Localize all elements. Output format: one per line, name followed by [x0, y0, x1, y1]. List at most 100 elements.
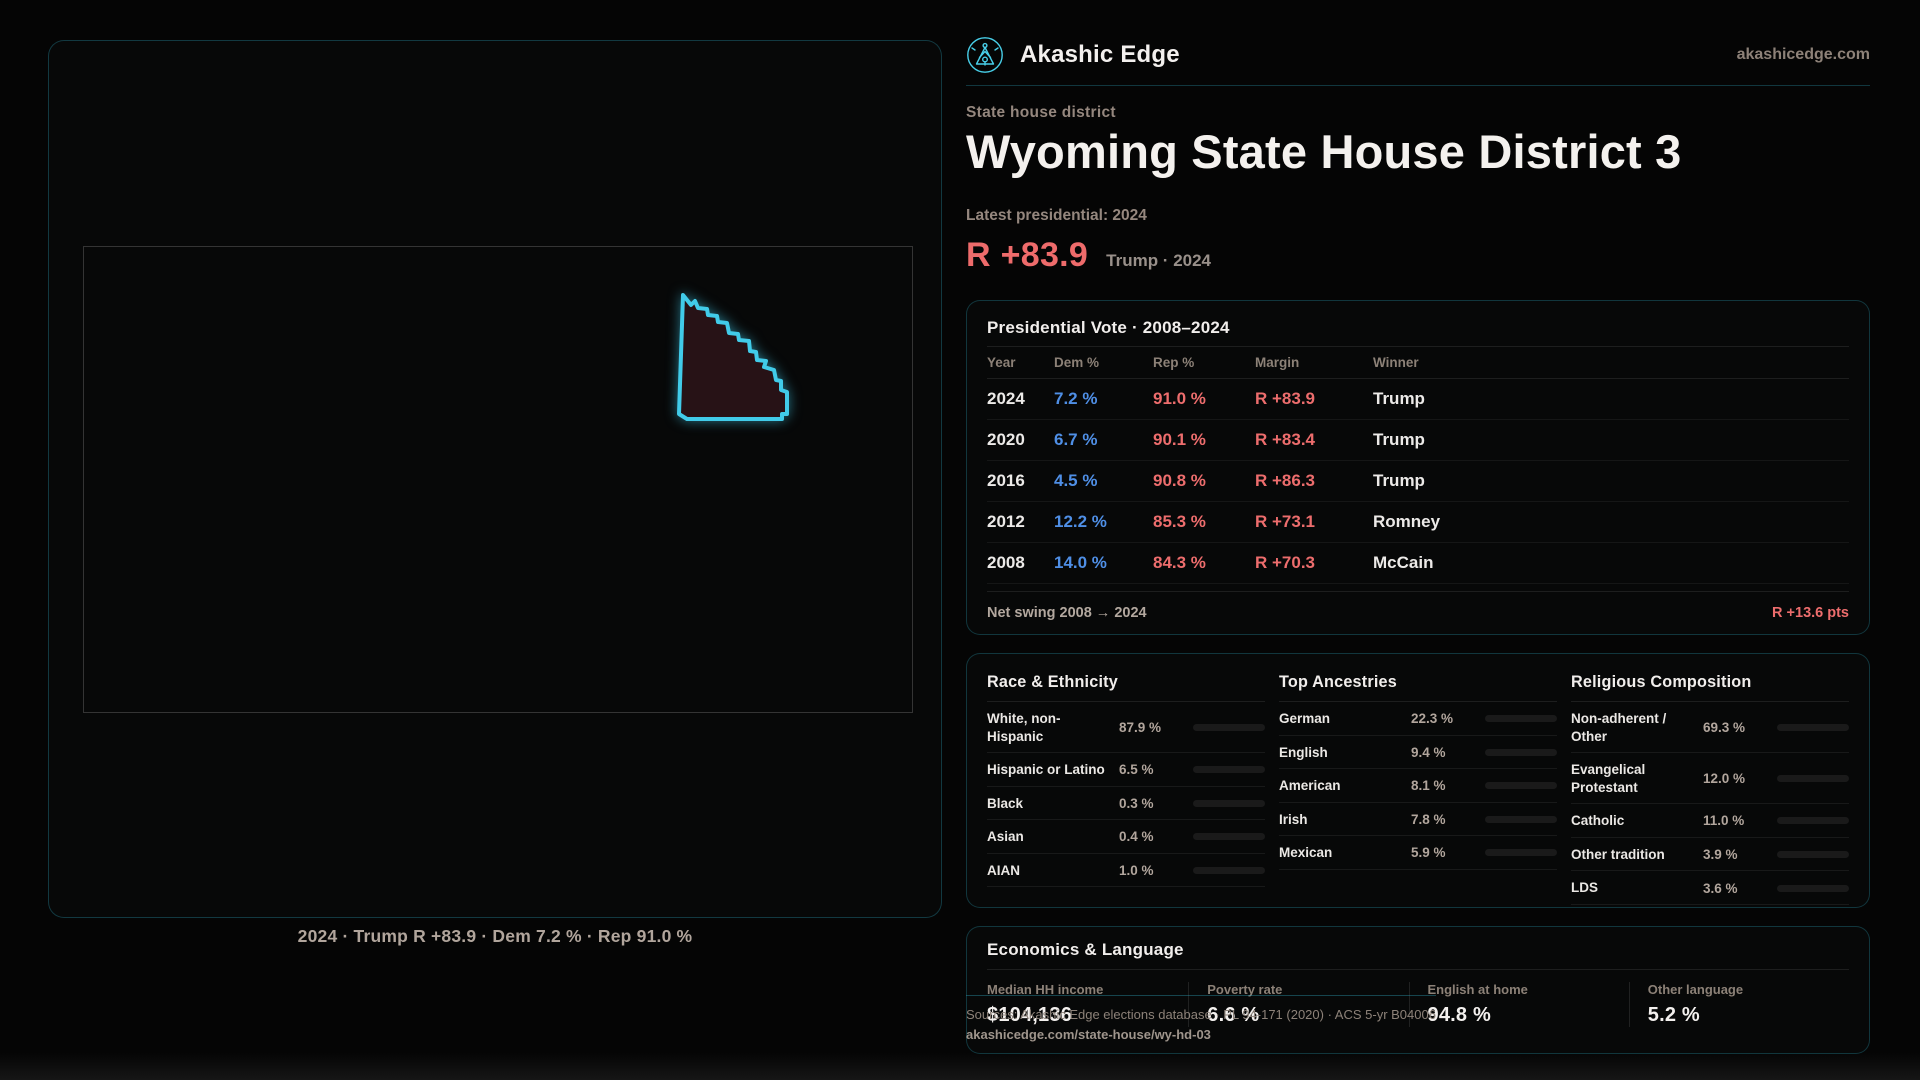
- demo-label: Non-adherent / Other: [1571, 711, 1667, 744]
- race-ethnicity-rows: White, non-Hispanic 87.9 % Hispanic or Lat…: [987, 702, 1265, 888]
- district-shape-map: [677, 293, 789, 421]
- column-header: Margin: [1255, 355, 1300, 370]
- demo-bar: [1777, 884, 1849, 892]
- demographics-panel: Race & Ethnicity White, non-Hispanic 87.9…: [966, 653, 1870, 908]
- econ-stat-cell: Other language 5.2 %: [1628, 982, 1849, 1027]
- demo-bar: [1777, 817, 1849, 825]
- demo-value: 8.1 %: [1411, 778, 1446, 794]
- top-ancestries-title: Top Ancestries: [1279, 673, 1397, 691]
- column-header: Rep %: [1153, 355, 1195, 370]
- econ-stat-value: 6.6 %: [1207, 1004, 1260, 1026]
- demo-value: 5.9 %: [1411, 845, 1446, 861]
- demo-label: Other tradition: [1571, 846, 1665, 862]
- demo-bar: [1193, 799, 1265, 807]
- presidential-table-body: 2024 7.2 % 91.0 % R +83.9 Trump 2020 6.7 % 90.1…: [987, 379, 1849, 584]
- demo-row: White, non-Hispanic 87.9 %: [987, 702, 1265, 754]
- demo-row: AIAN 1.0 %: [987, 854, 1265, 888]
- demo-label: Catholic: [1571, 813, 1625, 829]
- race-ethnicity-title: Race & Ethnicity: [987, 673, 1118, 691]
- district-map-card: [48, 40, 942, 918]
- demo-row: Mexican 5.9 %: [1279, 836, 1557, 870]
- net-swing-value: R +13.6 pts: [1772, 605, 1849, 621]
- top-ancestries-column: Top Ancestries German 22.3 % English 9.4 % A…: [1279, 670, 1557, 905]
- race-ethnicity-column: Race & Ethnicity White, non-Hispanic 87.9…: [987, 670, 1265, 905]
- presidential-table-header: Year Dem % Rep % Margin Winner: [987, 347, 1849, 379]
- state-extent-outline: [83, 246, 913, 713]
- cell-rep-pct: 90.8 %: [1153, 471, 1206, 490]
- demo-row: Hispanic or Latino 6.5 %: [987, 753, 1265, 787]
- cell-winner: Trump: [1373, 430, 1425, 449]
- demo-label: Irish: [1279, 811, 1308, 827]
- presidential-row: 2008 14.0 % 84.3 % R +70.3 McCain: [987, 543, 1849, 584]
- cell-winner: Romney: [1373, 512, 1441, 531]
- religious-composition-title: Religious Composition: [1571, 673, 1752, 691]
- econ-stat-cell: Poverty rate 6.6 %: [1188, 982, 1408, 1027]
- cell-dem-pct: 12.2 %: [1054, 512, 1107, 531]
- cell-rep-pct: 90.1 %: [1153, 430, 1206, 449]
- map-caption: 2024 · Trump R +83.9 · Dem 7.2 % · Rep 9…: [297, 926, 693, 946]
- headline-margin-context: Trump · 2024: [1106, 251, 1212, 270]
- cell-year: 2012: [987, 512, 1025, 531]
- demo-label: Evangelical Protestant: [1571, 762, 1646, 795]
- demo-label: White, non-Hispanic: [987, 711, 1061, 744]
- cell-winner: Trump: [1373, 389, 1425, 408]
- demo-bar: [1193, 867, 1265, 874]
- bottom-gradient: [0, 1053, 1920, 1080]
- religious-composition-column: Religious Composition Non-adherent / Oth…: [1571, 670, 1849, 905]
- cell-margin: R +83.9: [1255, 389, 1316, 408]
- demo-value: 87.9 %: [1119, 720, 1162, 736]
- demo-value: 3.9 %: [1703, 847, 1738, 862]
- presidential-row: 2016 4.5 % 90.8 % R +86.3 Trump: [987, 461, 1849, 502]
- demo-row: Other tradition 3.9 %: [1571, 838, 1849, 872]
- presidential-row: 2012 12.2 % 85.3 % R +73.1 Romney: [987, 502, 1849, 543]
- demo-label: AIAN: [987, 862, 1020, 878]
- demo-row: Irish 7.8 %: [1279, 803, 1557, 837]
- econ-stat-label: Median HH income: [987, 982, 1104, 997]
- presidential-panel-title: Presidential Vote · 2008–2024: [987, 318, 1230, 337]
- column-header: Dem %: [1054, 355, 1100, 370]
- cell-margin: R +86.3: [1255, 471, 1316, 490]
- divider: [987, 969, 1849, 970]
- econ-stat-label: Other language: [1647, 982, 1744, 997]
- divider: [987, 701, 1265, 702]
- presidential-vote-panel: Presidential Vote · 2008–2024 Year Dem % R…: [966, 300, 1870, 635]
- page-footer: Sources: Akashic Edge elections database…: [966, 995, 1436, 1045]
- cell-dem-pct: 6.7 %: [1054, 430, 1098, 449]
- economics-panel-title: Economics & Language: [987, 940, 1184, 959]
- demo-bar: [1193, 766, 1265, 774]
- econ-stat-value: 5.2 %: [1647, 1004, 1700, 1026]
- demo-value: 9.4 %: [1411, 744, 1446, 760]
- demo-label: American: [1279, 778, 1341, 794]
- econ-stat-value: $104,136: [987, 1004, 1073, 1026]
- net-swing-label: Net swing 2008 → 2024: [987, 605, 1147, 621]
- demo-value: 0.4 %: [1119, 829, 1154, 845]
- footer-permalink[interactable]: akashicedge.com/state-house/wy-hd-03: [966, 1027, 1211, 1042]
- demo-bar: [1193, 724, 1265, 732]
- latest-presidential-label: Latest presidential: 2024: [966, 207, 1147, 224]
- column-header: Winner: [1373, 355, 1419, 370]
- demo-value: 69.3 %: [1703, 720, 1746, 736]
- econ-stat-value: 94.8 %: [1427, 1004, 1491, 1026]
- demographics-columns: Race & Ethnicity White, non-Hispanic 87.9…: [987, 670, 1849, 905]
- district-polygon: [677, 293, 789, 421]
- demo-label: LDS: [1571, 880, 1598, 896]
- demo-label: English: [1279, 744, 1328, 760]
- demo-bar: [1777, 851, 1849, 858]
- demo-label: Hispanic or Latino: [987, 762, 1105, 778]
- cell-dem-pct: 7.2 %: [1054, 389, 1098, 408]
- demo-label: Asian: [987, 829, 1024, 845]
- site-link[interactable]: akashicedge.com: [1736, 45, 1870, 63]
- presidential-row: 2020 6.7 % 90.1 % R +83.4 Trump: [987, 420, 1849, 461]
- cell-rep-pct: 85.3 %: [1153, 512, 1206, 531]
- religious-composition-rows: Non-adherent / Other 69.3 % Evangelical Pr…: [1571, 702, 1849, 905]
- demo-value: 3.6 %: [1703, 880, 1738, 896]
- divider: [1279, 701, 1557, 702]
- demo-row: Catholic 11.0 %: [1571, 804, 1849, 838]
- demo-value: 12.0 %: [1703, 771, 1746, 787]
- demo-value: 22.3 %: [1411, 711, 1454, 727]
- divider: [987, 346, 1849, 347]
- demo-row: American 8.1 %: [1279, 769, 1557, 803]
- column-header: Year: [987, 355, 1016, 370]
- demo-label: German: [1279, 711, 1331, 726]
